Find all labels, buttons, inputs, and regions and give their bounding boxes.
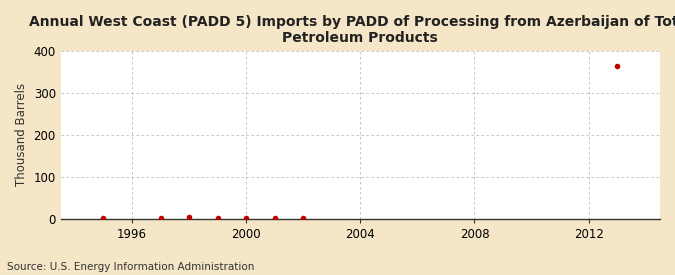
Point (155, 216, 166, 220)
Title: Annual West Coast (PADD 5) Imports by PADD of Processing from Azerbaijan of Tota: Annual West Coast (PADD 5) Imports by PA… (28, 15, 675, 45)
Point (212, 216, 223, 221)
Text: Source: U.S. Energy Information Administration: Source: U.S. Energy Information Administ… (7, 262, 254, 272)
Point (612, 64, 622, 68)
Point (298, 216, 308, 221)
Point (269, 216, 280, 220)
Point (184, 215, 194, 219)
Point (98, 216, 109, 221)
Point (41, 216, 52, 221)
Y-axis label: Thousand Barrels: Thousand Barrels (15, 83, 28, 186)
Point (241, 216, 252, 221)
